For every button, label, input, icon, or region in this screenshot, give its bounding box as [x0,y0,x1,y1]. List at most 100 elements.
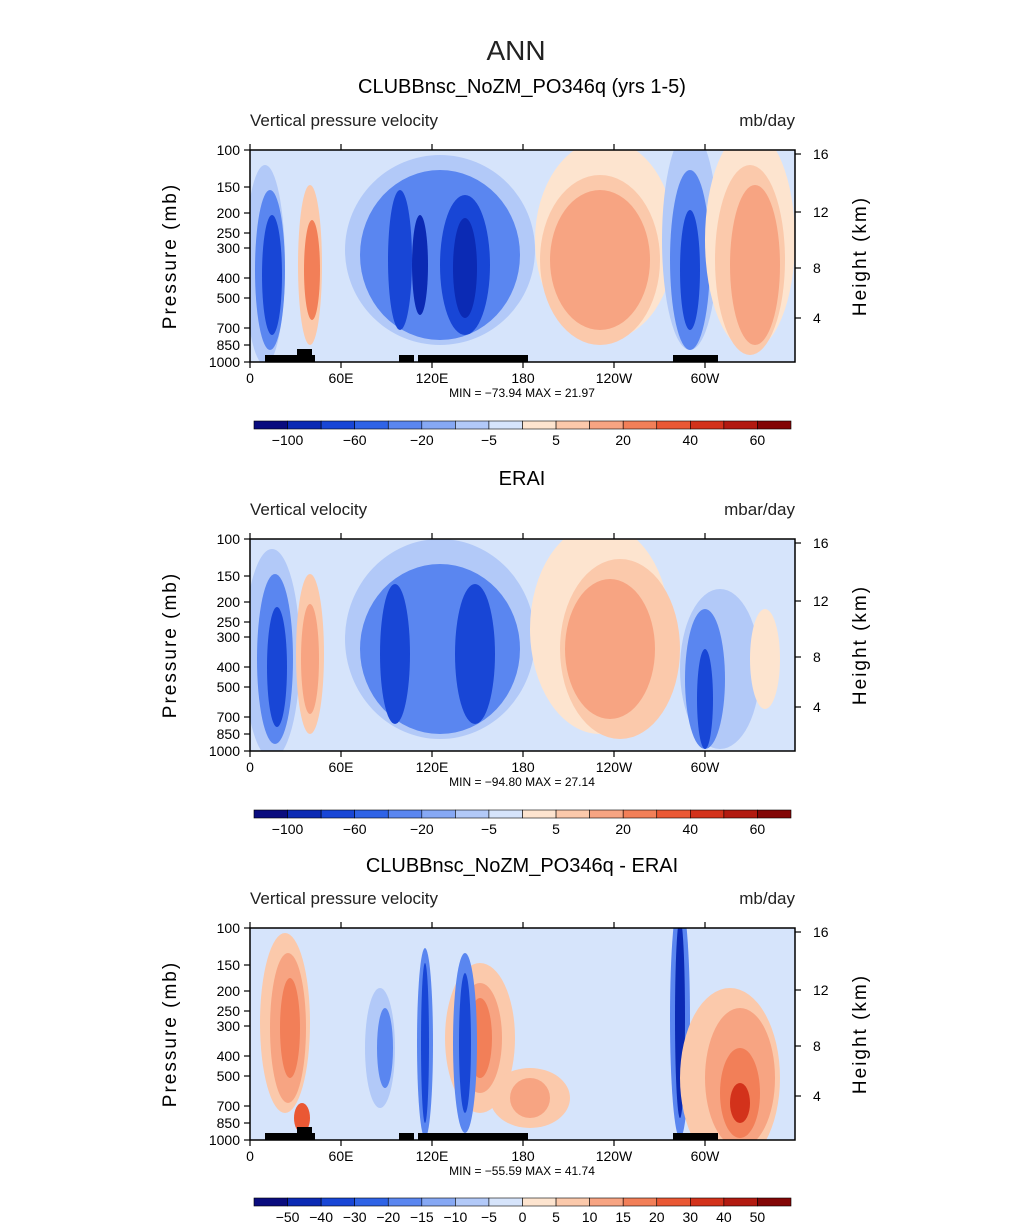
colorbar-swatch [555,809,590,819]
units-label: mbar/day [724,500,795,519]
y-tick-label: 850 [217,726,241,742]
min-max-stats: MIN = −73.94 MAX = 21.97 [449,386,595,400]
colorbar-label: −20 [410,432,434,448]
colorbar-label: 40 [683,821,699,837]
colorbar-swatch [555,1197,590,1207]
colorbar-swatch [287,1197,322,1207]
colorbar-swatch [287,420,322,430]
contour-region [459,973,471,1113]
contour-region [730,1083,750,1123]
y-right-axis-title: Height (km) [850,196,871,316]
colorbar-label: −100 [272,432,304,448]
x-tick-label: 0 [246,759,254,775]
x-tick-label: 60W [691,370,721,386]
units-label: mb/day [739,111,795,130]
contour-region [301,604,319,714]
colorbar-swatch [622,420,658,430]
colorbar-label: 5 [552,821,560,837]
page-title: ANN [486,35,545,66]
colorbar-label: 5 [552,1209,560,1225]
contour-region [550,190,650,330]
contour-region [697,649,713,749]
x-tick-label: 120E [416,1148,449,1164]
topography-mask [265,1133,315,1140]
contour-region [453,218,477,318]
y-tick-label: 100 [217,142,241,158]
left-label: Vertical velocity [250,500,368,519]
colorbar-label: 10 [582,1209,598,1225]
colorbar-label: −50 [276,1209,300,1225]
contour-region [360,170,520,340]
colorbar-swatch [690,1197,725,1207]
y-tick-label: 150 [217,568,241,584]
x-tick-label: 60W [691,759,721,775]
contour-region [565,579,655,719]
colorbar-swatch [757,1197,792,1207]
x-tick-label: 60E [329,370,354,386]
colorbar-swatch [354,1197,389,1207]
x-tick-label: 180 [511,1148,535,1164]
x-tick-label: 60E [329,1148,354,1164]
y-right-tick-label: 8 [813,649,821,665]
topography-mask [297,349,312,362]
y-tick-label: 400 [217,270,241,286]
colorbar-swatch [622,1197,658,1207]
colorbar-swatch [253,1197,288,1207]
min-max-stats: MIN = −55.59 MAX = 41.74 [449,1164,595,1178]
contour-region [610,1103,650,1133]
x-tick-label: 120W [596,370,633,386]
y-right-tick-label: 12 [813,204,829,220]
y-right-tick-label: 12 [813,593,829,609]
y-tick-label: 150 [217,179,241,195]
y-tick-label: 700 [217,1098,241,1114]
y-tick-label: 300 [217,240,241,256]
contour-field [250,928,795,1140]
colorbar-label: 50 [750,1209,766,1225]
colorbar-swatch [656,420,691,430]
x-tick-label: 0 [246,370,254,386]
left-label: Vertical pressure velocity [250,889,439,908]
colorbar-swatch [589,1197,624,1207]
colorbar-swatch [723,1197,758,1207]
colorbar-label: −20 [410,821,434,837]
y-tick-label: 1000 [209,743,240,759]
y-right-tick-label: 16 [813,924,829,940]
y-tick-label: 100 [217,920,241,936]
colorbar-swatch [723,420,758,430]
colorbar-label: 60 [750,432,766,448]
colorbar-swatch [455,809,490,819]
contour-region [388,190,412,330]
colorbar-label: 15 [615,1209,631,1225]
topography-mask [399,355,414,362]
x-tick-label: 180 [511,370,535,386]
colorbar-swatch [253,420,288,430]
x-tick-label: 120E [416,759,449,775]
colorbar-label: −60 [343,432,367,448]
units-label: mb/day [739,889,795,908]
left-label: Vertical pressure velocity [250,111,439,130]
y-right-tick-label: 4 [813,699,821,715]
colorbar-swatch [287,809,322,819]
y-tick-label: 300 [217,629,241,645]
y-right-tick-label: 8 [813,260,821,276]
colorbar-label: −5 [481,821,497,837]
colorbar-swatch [455,420,490,430]
colorbar-label: 40 [716,1209,732,1225]
x-tick-label: 0 [246,1148,254,1164]
colorbar-swatch [320,809,355,819]
colorbar-swatch [421,420,456,430]
colorbar-label: −5 [481,432,497,448]
topography-mask [399,1133,414,1140]
contour-region [294,1103,310,1133]
colorbar-swatch [656,809,691,819]
topography-mask [673,355,718,362]
contour-region [680,210,700,330]
topography-mask [297,1127,312,1140]
colorbar-label: 0 [519,1209,527,1225]
colorbar-label: −5 [481,1209,497,1225]
colorbar-label: 20 [615,821,631,837]
min-max-stats: MIN = −94.80 MAX = 27.14 [449,775,595,789]
topography-mask [673,1133,718,1140]
colorbar-swatch [421,1197,456,1207]
